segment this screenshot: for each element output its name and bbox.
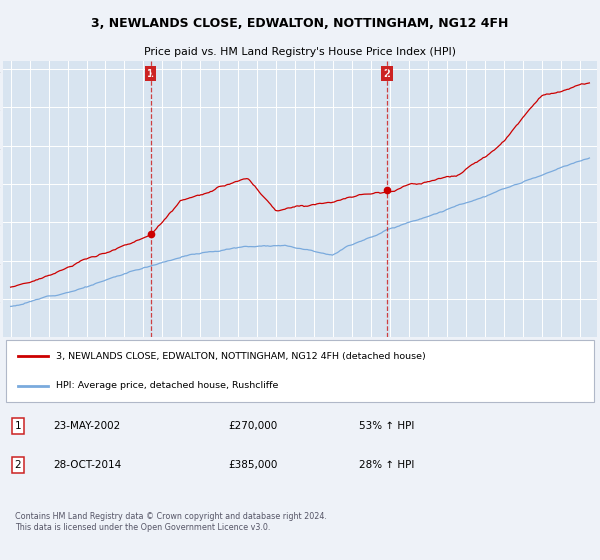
Text: 2: 2 bbox=[14, 460, 21, 470]
Text: 28% ↑ HPI: 28% ↑ HPI bbox=[359, 460, 415, 470]
Text: 3, NEWLANDS CLOSE, EDWALTON, NOTTINGHAM, NG12 4FH: 3, NEWLANDS CLOSE, EDWALTON, NOTTINGHAM,… bbox=[91, 17, 509, 30]
Text: Contains HM Land Registry data © Crown copyright and database right 2024.
This d: Contains HM Land Registry data © Crown c… bbox=[15, 512, 327, 531]
Text: £270,000: £270,000 bbox=[229, 421, 278, 431]
Text: £385,000: £385,000 bbox=[229, 460, 278, 470]
Text: 53% ↑ HPI: 53% ↑ HPI bbox=[359, 421, 415, 431]
Text: 28-OCT-2014: 28-OCT-2014 bbox=[53, 460, 122, 470]
FancyBboxPatch shape bbox=[6, 340, 594, 402]
Text: HPI: Average price, detached house, Rushcliffe: HPI: Average price, detached house, Rush… bbox=[56, 381, 279, 390]
Text: 3, NEWLANDS CLOSE, EDWALTON, NOTTINGHAM, NG12 4FH (detached house): 3, NEWLANDS CLOSE, EDWALTON, NOTTINGHAM,… bbox=[56, 352, 426, 361]
Text: 23-MAY-2002: 23-MAY-2002 bbox=[53, 421, 121, 431]
Text: Price paid vs. HM Land Registry's House Price Index (HPI): Price paid vs. HM Land Registry's House … bbox=[144, 46, 456, 57]
Text: 1: 1 bbox=[14, 421, 21, 431]
Text: 1: 1 bbox=[147, 69, 154, 79]
Text: 2: 2 bbox=[383, 69, 390, 79]
